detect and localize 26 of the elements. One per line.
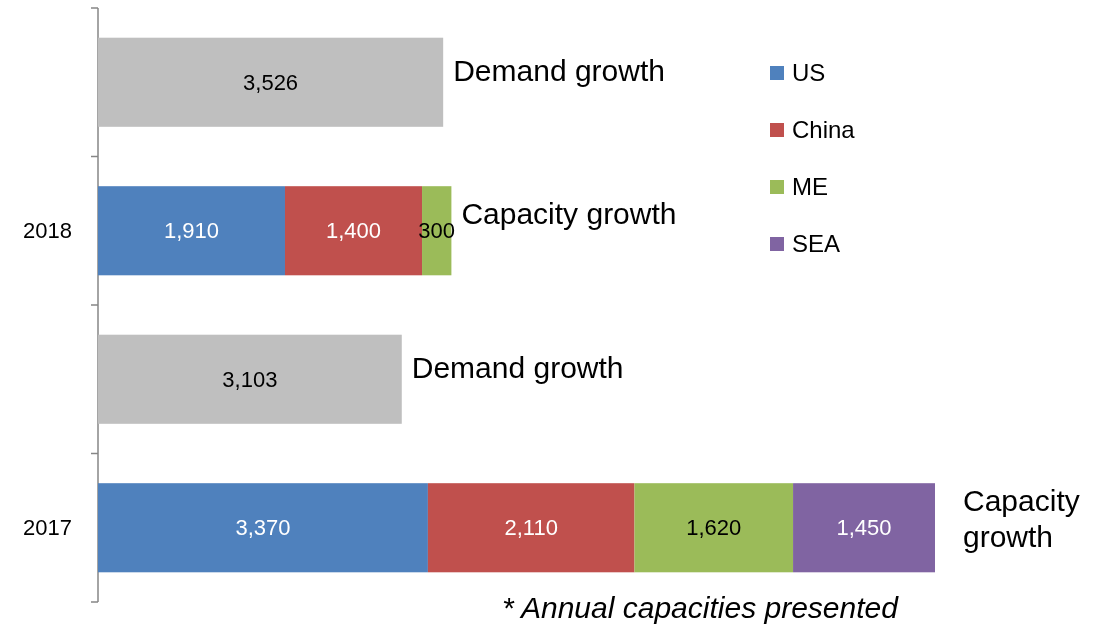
data-label: 3,103 xyxy=(222,366,278,392)
legend-label: SEA xyxy=(792,230,841,258)
bar xyxy=(98,334,402,424)
data-label: 1,620 xyxy=(686,515,742,541)
annotation: Capacity growth xyxy=(461,197,677,231)
legend-label: China xyxy=(792,116,856,144)
bar xyxy=(98,37,444,127)
bar xyxy=(634,483,794,573)
annotation: Demand growth xyxy=(411,350,624,384)
text: Capacity growth xyxy=(963,483,1080,553)
annotation: * Annual capacities presented xyxy=(502,591,900,624)
data-label: 3,526 xyxy=(243,69,299,95)
data-label: 2,110 xyxy=(504,515,558,541)
data-label: 1,450 xyxy=(836,515,892,541)
data-label: 3,370 xyxy=(235,515,291,541)
legend-label: US xyxy=(792,59,826,87)
bar xyxy=(98,186,285,276)
bar xyxy=(427,483,635,573)
y-tick-label: 2017 xyxy=(23,515,72,541)
data-label: 1,910 xyxy=(163,218,220,244)
annotation: Demand growth xyxy=(453,53,665,87)
bar xyxy=(98,483,428,573)
data-label: 1,400 xyxy=(325,218,382,244)
y-tick-label: 2018 xyxy=(23,218,72,244)
bar xyxy=(793,483,935,573)
legend-label: ME xyxy=(792,173,828,201)
